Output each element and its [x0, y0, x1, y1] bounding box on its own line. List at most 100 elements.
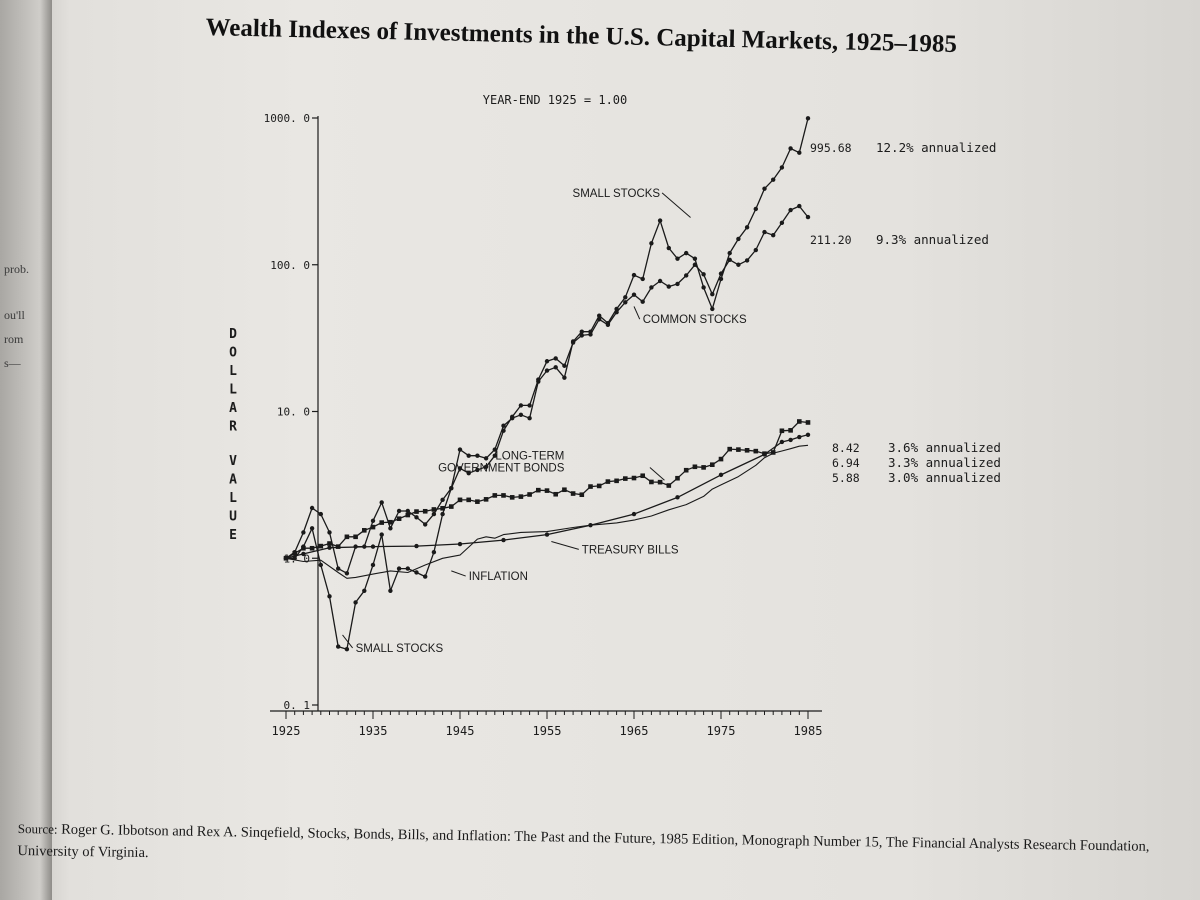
annotation-leader — [649, 467, 665, 481]
data-point — [640, 299, 645, 304]
data-point — [657, 479, 663, 485]
data-point — [736, 262, 741, 267]
y-axis-label-letter: O — [229, 346, 237, 361]
data-point — [318, 511, 323, 517]
data-point — [710, 462, 715, 467]
data-point — [379, 532, 384, 537]
x-tick-label: 1985 — [794, 724, 823, 738]
series-end-value: 5.88 — [832, 471, 860, 485]
data-point — [788, 437, 793, 443]
data-point — [623, 300, 628, 305]
data-point — [718, 271, 724, 276]
data-point — [710, 291, 715, 297]
data-point — [666, 245, 671, 251]
data-point — [518, 412, 524, 417]
data-point — [788, 207, 793, 213]
data-point — [588, 484, 593, 489]
left-page-edge: prob. ou'll rom s— — [0, 0, 52, 900]
data-point — [805, 432, 811, 437]
data-point — [544, 488, 550, 493]
data-point — [475, 499, 480, 504]
left-page-fragment: ou'll — [4, 308, 25, 322]
data-point — [640, 473, 645, 479]
data-point — [327, 541, 332, 546]
annotation-layer: SMALL STOCKS COMMON STOCKS LONG-TERMGOVERN… — [342, 188, 747, 655]
data-point — [527, 416, 532, 421]
y-tick-label: 100. 0 — [270, 259, 310, 272]
series-small-stocks — [283, 116, 811, 652]
data-point — [631, 511, 637, 517]
data-point — [797, 434, 802, 440]
data-point — [544, 359, 550, 364]
data-point — [492, 453, 497, 458]
data-point — [475, 453, 480, 458]
data-point — [336, 566, 341, 571]
data-point — [501, 537, 506, 543]
data-point — [744, 448, 750, 453]
chart-subtitle: YEAR-END 1925 = 1.00 — [483, 93, 628, 107]
annotation-leader — [342, 634, 353, 649]
data-point — [588, 332, 593, 337]
data-point — [449, 486, 454, 491]
data-point — [327, 594, 332, 599]
y-tick-label: 0. 1 — [284, 699, 311, 712]
data-point — [631, 475, 637, 481]
data-point — [727, 250, 732, 256]
data-point — [379, 500, 384, 505]
series-end-value: 8.42 — [832, 441, 860, 455]
data-point — [422, 508, 428, 514]
data-point — [562, 363, 567, 368]
data-point — [805, 116, 811, 121]
data-point — [753, 247, 758, 253]
data-point — [388, 526, 393, 531]
data-point — [483, 497, 489, 502]
data-point — [631, 292, 637, 297]
data-point — [597, 317, 602, 322]
data-point — [379, 520, 384, 525]
data-point — [283, 556, 289, 561]
data-point — [501, 423, 506, 428]
data-point — [701, 465, 706, 470]
data-point — [440, 497, 445, 503]
data-point — [405, 566, 410, 571]
data-point — [614, 478, 619, 484]
left-page-fragment: s— — [4, 356, 21, 370]
y-axis-label-letter: U — [229, 510, 237, 525]
data-point — [657, 218, 663, 223]
series-layer — [283, 116, 811, 652]
data-point — [370, 524, 376, 530]
data-point — [779, 428, 785, 434]
series-annualized-return: 9.3% annualized — [876, 232, 989, 247]
data-point — [327, 545, 332, 550]
data-point — [797, 150, 802, 155]
data-point — [675, 475, 680, 481]
data-point — [562, 375, 567, 380]
data-point — [309, 505, 315, 511]
data-point — [423, 574, 428, 579]
data-point — [344, 534, 350, 540]
data-point — [353, 600, 358, 605]
data-point — [396, 566, 402, 571]
data-point — [753, 206, 758, 212]
series-inflation — [285, 444, 809, 579]
data-point — [544, 532, 550, 537]
data-point — [457, 466, 463, 471]
data-point — [292, 551, 297, 556]
series-end-value: 995.68 — [810, 141, 852, 155]
data-point — [805, 214, 811, 220]
data-point — [788, 428, 793, 433]
data-point — [301, 545, 306, 551]
data-point — [605, 322, 611, 327]
data-point — [675, 281, 680, 287]
data-point — [527, 403, 532, 408]
data-point — [718, 456, 724, 462]
annotation-leader — [551, 541, 579, 550]
y-axis-label-letter: R — [229, 420, 237, 435]
data-point — [736, 447, 741, 452]
annotation-label: SMALL STOCKS — [573, 188, 661, 200]
data-point — [501, 428, 506, 433]
data-point — [666, 483, 672, 488]
data-point — [396, 508, 402, 514]
data-point — [570, 340, 576, 345]
